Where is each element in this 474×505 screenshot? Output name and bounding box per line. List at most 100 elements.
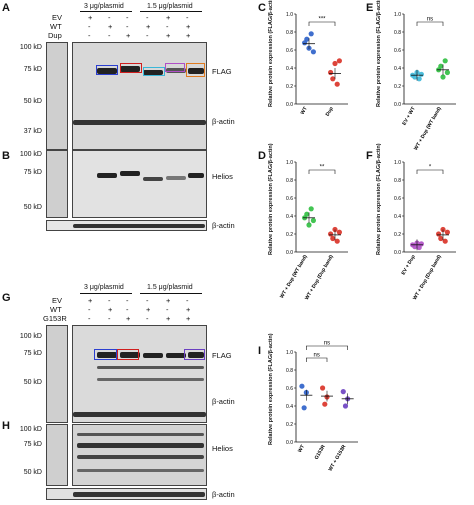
actin-blot-b bbox=[46, 220, 207, 231]
sign-cell: - bbox=[146, 31, 149, 40]
y-tick-label: 0.4 bbox=[394, 66, 401, 72]
data-point bbox=[444, 69, 450, 76]
wt-band-box-a bbox=[96, 65, 118, 75]
y-tick-label: 0.6 bbox=[286, 48, 293, 54]
data-point bbox=[301, 405, 307, 411]
sign-cell: + bbox=[166, 31, 171, 40]
data-point bbox=[438, 235, 444, 242]
y-tick-label: 0.2 bbox=[286, 232, 293, 238]
data-point bbox=[342, 403, 349, 409]
sign-cell: + bbox=[126, 314, 131, 323]
data-point bbox=[299, 383, 305, 389]
sign-cell: + bbox=[88, 296, 93, 305]
mw-50-h: 50 kD bbox=[23, 469, 42, 476]
helios-blot-h bbox=[72, 424, 207, 486]
ladder-lane-a bbox=[46, 42, 68, 150]
sig-label-inner: ns bbox=[313, 353, 319, 359]
sig-bracket-inner bbox=[306, 357, 328, 362]
helios-blot-b bbox=[72, 150, 207, 218]
x-tick-label: EV + WT bbox=[401, 106, 416, 126]
y-tick-label: 0.6 bbox=[394, 196, 401, 202]
mw-100-b: 100 kD bbox=[19, 151, 42, 158]
row-label-ev-a: EV bbox=[52, 13, 63, 22]
sig-bracket bbox=[308, 169, 336, 174]
plot-d: 1.0 0.8 0.6 0.4 0.2 0.0WT + Dup (WT band)WT +… bbox=[279, 160, 348, 301]
g153r-band-box-g bbox=[117, 349, 139, 360]
sig-label: ns bbox=[427, 17, 433, 23]
data-point bbox=[330, 235, 336, 242]
y-tick-label: 0.8 bbox=[394, 30, 401, 36]
group-label-15ug-a: 1.5 μg/plasmid bbox=[147, 3, 193, 10]
flag-blot-a bbox=[72, 42, 207, 150]
sign-cell: - bbox=[166, 22, 169, 31]
panel-letter-f: F bbox=[366, 150, 373, 162]
group-label-15ug-g: 1.5 μg/plasmid bbox=[147, 284, 193, 291]
sign-cell: - bbox=[146, 314, 149, 323]
data-point bbox=[438, 63, 444, 69]
sign-cell: - bbox=[186, 296, 189, 305]
x-tick-label: G153R bbox=[314, 444, 327, 461]
sign-cell: + bbox=[108, 305, 113, 314]
sig-bracket-outer bbox=[306, 345, 348, 350]
data-point bbox=[306, 222, 312, 228]
sign-cell: + bbox=[186, 22, 191, 31]
y-tick-label: 0.2 bbox=[286, 422, 293, 428]
plot-c: 1.0 0.8 0.6 0.4 0.2 0.0 WT Dup *** bbox=[286, 12, 348, 117]
actin-label-a: β-actin bbox=[212, 117, 235, 126]
sign-cell: - bbox=[166, 305, 169, 314]
wt-band-box-g bbox=[94, 349, 117, 360]
data-point bbox=[440, 74, 446, 80]
x-tick-label: WT + Dup (Dup band) bbox=[304, 254, 335, 301]
x-tick-label: WT + Dup (WT band) bbox=[413, 106, 443, 152]
data-point bbox=[336, 229, 342, 235]
data-point bbox=[334, 238, 340, 244]
sig-label: * bbox=[429, 165, 432, 171]
helios-label-b: Helios bbox=[212, 172, 233, 181]
ladder-lane-g bbox=[46, 325, 68, 423]
mw-75-a: 75 kD bbox=[23, 66, 42, 73]
x-tick-label: WT + Dup (WT band) bbox=[279, 254, 309, 300]
y-tick-label: 0.6 bbox=[394, 48, 401, 54]
sign-cell: + bbox=[126, 31, 131, 40]
x-tick-label: WT + Dup (Dup band) bbox=[412, 254, 443, 301]
data-point bbox=[418, 241, 424, 247]
data-point bbox=[304, 211, 310, 217]
group-line-15ug-g bbox=[140, 293, 202, 294]
group-line-15ug-a bbox=[140, 11, 202, 12]
panel-letter-h: H bbox=[2, 420, 10, 432]
panel-letter-a: A bbox=[2, 2, 10, 14]
x-tick-label: Dup bbox=[325, 106, 335, 117]
sig-bracket bbox=[308, 21, 336, 26]
y-tick-label: 0.0 bbox=[286, 250, 293, 256]
mw-100-g: 100 kD bbox=[19, 333, 42, 340]
sign-cell: - bbox=[88, 31, 91, 40]
sign-cell: - bbox=[126, 13, 129, 22]
data-point bbox=[332, 60, 338, 67]
y-tick-label: 0.2 bbox=[394, 84, 401, 90]
y-tick-label: 0.8 bbox=[394, 178, 401, 184]
panel-letter-b: B bbox=[2, 150, 10, 162]
group-line-3ug-a bbox=[80, 11, 132, 12]
mw-50-a: 50 kD bbox=[23, 98, 42, 105]
ladder-lane-b bbox=[46, 150, 68, 218]
data-point bbox=[334, 81, 340, 87]
sign-cell: + bbox=[186, 305, 191, 314]
sign-cell: - bbox=[108, 13, 111, 22]
data-point bbox=[336, 58, 342, 64]
mw-100-h: 100 kD bbox=[19, 426, 42, 433]
sign-cell: - bbox=[126, 22, 129, 31]
row-label-wt-a: WT bbox=[50, 22, 62, 31]
data-point bbox=[310, 49, 316, 55]
sign-cell: - bbox=[126, 305, 129, 314]
y-tick-label: 0.8 bbox=[286, 30, 293, 36]
data-point bbox=[308, 206, 314, 212]
flag-label-g: FLAG bbox=[212, 351, 232, 360]
data-point bbox=[320, 385, 326, 391]
sign-cell: - bbox=[146, 13, 149, 22]
group-label-3ug-g: 3 μg/plasmid bbox=[84, 284, 124, 291]
sign-cell: - bbox=[108, 296, 111, 305]
sign-cell: - bbox=[88, 314, 91, 323]
sign-cell: - bbox=[88, 22, 91, 31]
dup-band-box-a bbox=[120, 63, 142, 73]
